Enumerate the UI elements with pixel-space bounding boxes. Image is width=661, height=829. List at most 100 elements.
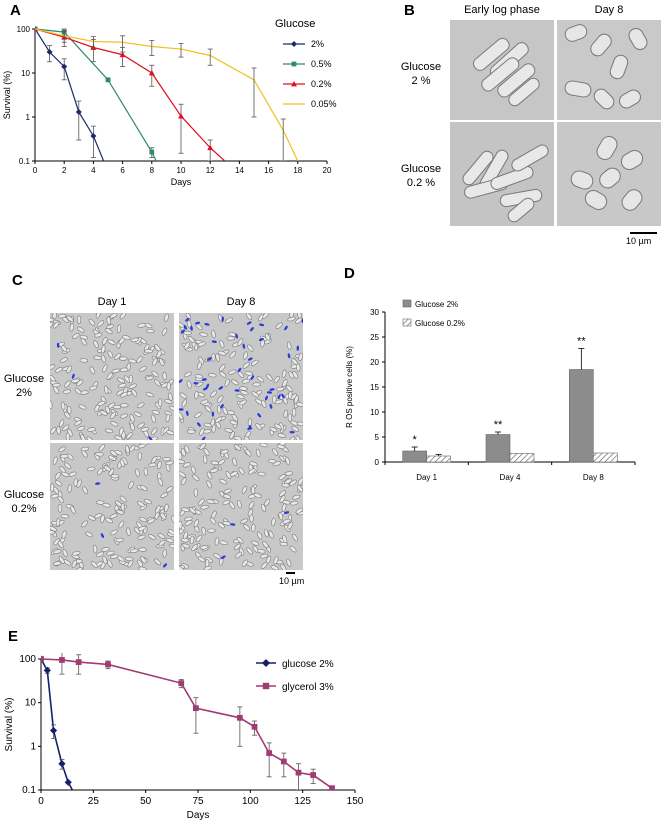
legend-label: glycerol 3% <box>282 682 334 693</box>
y-tick-label: 15 <box>370 383 379 392</box>
ros-positive-cell <box>206 383 210 389</box>
cell <box>162 371 167 381</box>
cell <box>215 353 220 362</box>
data-point <box>207 144 214 151</box>
cell <box>179 451 183 461</box>
cell <box>57 540 64 549</box>
cell <box>137 422 145 429</box>
significance-marker: ** <box>577 336 586 348</box>
cell <box>80 446 90 452</box>
legend: Glucose 2% Glucose 0.2% <box>402 299 465 328</box>
cell <box>203 565 213 570</box>
cell <box>199 332 208 337</box>
cell <box>52 383 61 388</box>
cell <box>56 426 61 435</box>
cell <box>103 385 109 394</box>
cell <box>217 350 227 356</box>
ros-positive-cell <box>183 324 187 330</box>
cell <box>148 534 156 540</box>
cell <box>137 451 142 461</box>
y-tick-label: 20 <box>370 358 379 367</box>
cell <box>74 387 82 395</box>
cell <box>55 518 61 527</box>
cell <box>209 468 219 473</box>
cell <box>80 434 86 440</box>
series-line <box>41 658 333 789</box>
cell <box>119 426 124 436</box>
series-line <box>35 28 299 161</box>
cell <box>246 547 253 555</box>
cell <box>188 335 195 344</box>
cell <box>87 515 96 521</box>
cell <box>137 443 146 449</box>
cell <box>167 529 174 535</box>
cell <box>162 457 171 462</box>
cell <box>225 317 233 324</box>
cell <box>59 419 65 428</box>
cell <box>213 553 221 559</box>
cell <box>251 523 256 533</box>
axes: 100 10 1 0.10 25 50 75 100 125 150 Days Survival (%… <box>4 654 364 821</box>
cell <box>76 426 86 432</box>
cell <box>171 515 174 524</box>
cell <box>118 520 125 529</box>
cell <box>160 492 169 498</box>
ros-positive-cell <box>284 325 288 331</box>
axes: 100 10 1 0.10 2 4 6 8 10 12 14 16 18 20 Days Survival (… <box>2 25 332 187</box>
series-3 <box>35 28 299 161</box>
cell <box>52 561 62 566</box>
cell <box>107 339 116 345</box>
x-tick-label: 75 <box>192 796 204 807</box>
cell <box>62 424 70 432</box>
cell <box>54 480 63 487</box>
cell <box>131 389 138 397</box>
data-point <box>280 758 287 765</box>
row-label-glucose-2: Glucose 2% <box>0 372 48 400</box>
cell <box>259 553 269 559</box>
cell <box>165 460 174 466</box>
significance-marker: ** <box>494 419 503 431</box>
cell <box>199 443 207 450</box>
cell <box>264 498 271 507</box>
x-tick-label: 150 <box>347 796 364 807</box>
cell <box>235 551 243 559</box>
cell <box>262 313 269 319</box>
data-point <box>90 132 97 139</box>
cell <box>252 382 261 387</box>
micrograph-c-day8-2 <box>179 313 303 440</box>
cell <box>270 565 279 570</box>
cell <box>279 495 286 503</box>
y-tick-label: 0.1 <box>22 785 36 796</box>
cell <box>233 435 242 440</box>
ros-positive-cell <box>179 408 184 411</box>
micrograph-b-early-02 <box>450 122 554 226</box>
ros-positive-cell <box>179 379 183 384</box>
cell <box>214 537 220 546</box>
cell <box>53 549 62 555</box>
row-label-glucose-02: Glucose 0.2 % <box>393 162 449 190</box>
data-point <box>251 723 258 730</box>
bar <box>426 455 451 463</box>
cell <box>107 559 113 568</box>
cell <box>245 313 252 320</box>
cell <box>61 471 70 477</box>
series-line <box>35 28 226 161</box>
data-point <box>266 750 273 756</box>
cell <box>66 453 74 461</box>
ros-positive-cell <box>71 373 75 379</box>
ros-positive-cell <box>211 340 217 344</box>
x-tick-label: 10 <box>177 166 186 175</box>
cell <box>185 313 192 321</box>
cell <box>115 509 125 515</box>
cell <box>140 427 150 432</box>
cell <box>58 556 65 564</box>
cell <box>247 508 253 517</box>
cell <box>114 435 123 440</box>
ros-positive-cell <box>264 395 268 401</box>
cell <box>81 450 88 458</box>
legend: glucose 2% glycerol 3% <box>256 659 334 693</box>
row-label-line: 0.2 % <box>406 177 436 189</box>
cell <box>279 541 289 547</box>
cell <box>161 327 168 336</box>
cell <box>180 448 186 457</box>
